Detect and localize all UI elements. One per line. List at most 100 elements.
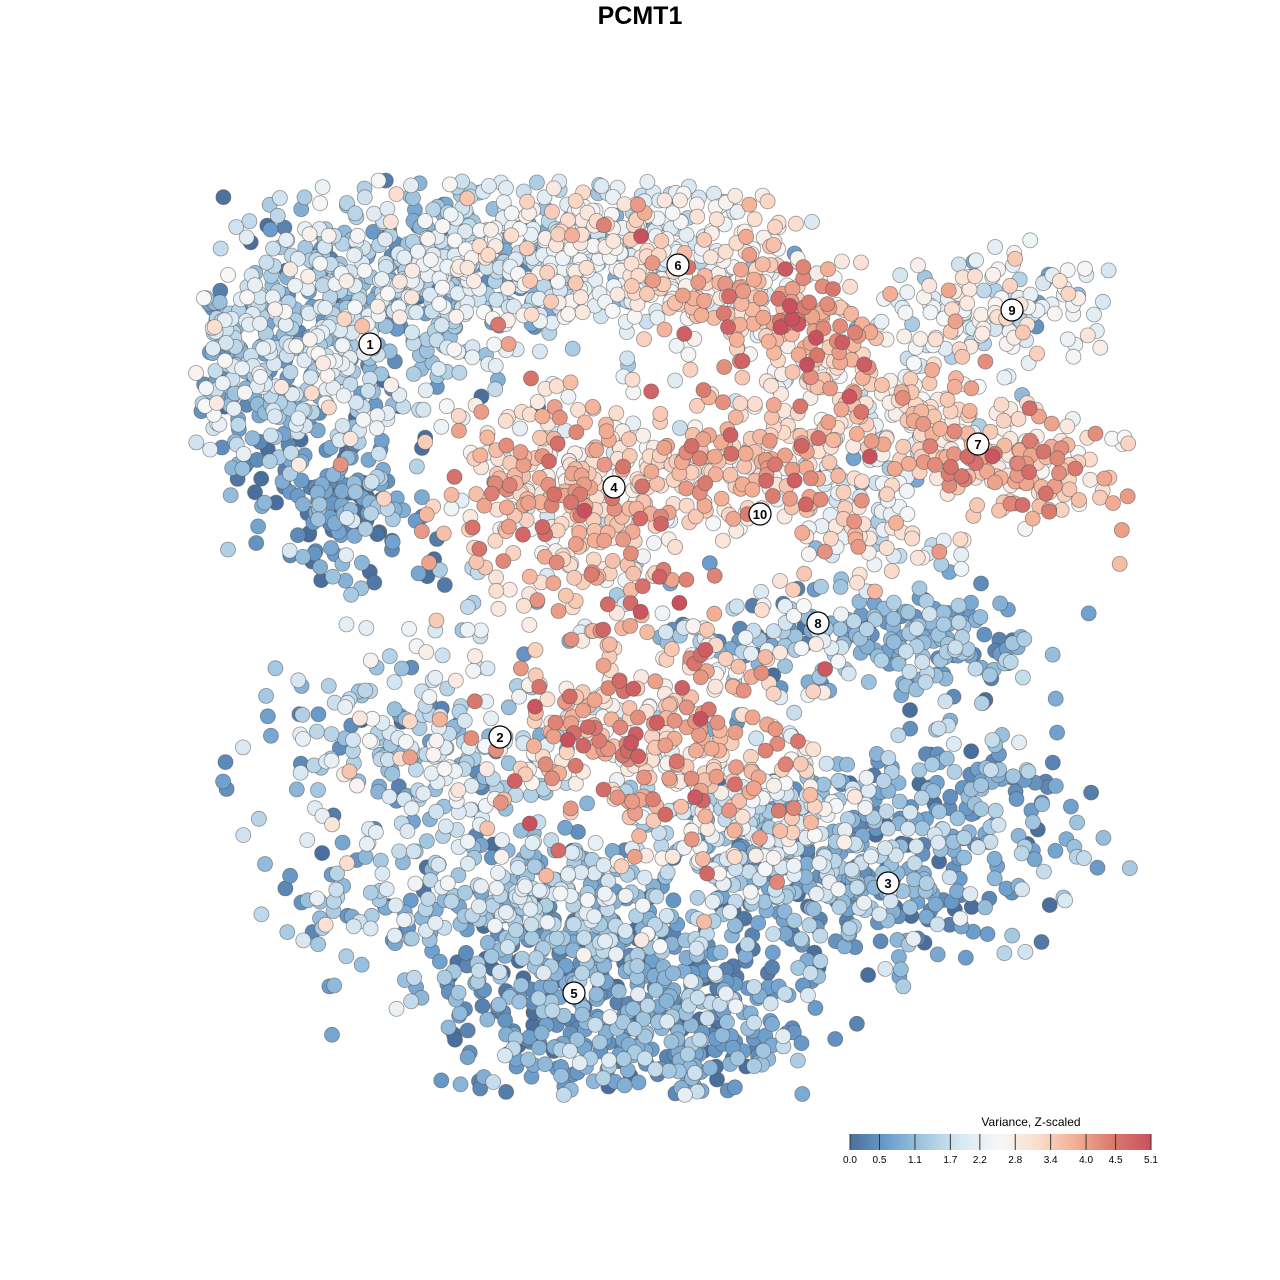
scatter-point	[271, 190, 288, 206]
scatter-point	[882, 893, 899, 910]
scatter-point	[562, 1043, 578, 1059]
scatter-point	[1057, 892, 1073, 909]
scatter-point	[755, 1042, 772, 1059]
scatter-point	[522, 901, 539, 918]
scatter-point	[674, 287, 691, 304]
scatter-point	[615, 531, 631, 548]
scatter-point	[480, 177, 497, 194]
scatter-point	[741, 246, 758, 263]
scatter-point	[765, 236, 782, 253]
scatter-point	[401, 713, 418, 730]
scatter-point	[294, 706, 311, 723]
scatter-point	[519, 240, 535, 257]
scatter-point	[388, 186, 405, 203]
scatter-point	[678, 699, 695, 716]
scatter-point	[930, 720, 947, 737]
scatter-point	[899, 483, 915, 499]
scatter-point	[764, 488, 781, 504]
scatter-point	[817, 661, 833, 677]
scatter-point	[383, 377, 399, 394]
scatter-point	[765, 397, 782, 413]
scatter-point	[500, 280, 517, 297]
scatter-point	[689, 889, 706, 906]
scatter-point	[976, 626, 993, 643]
scatter-point	[630, 986, 646, 1003]
scatter-point	[312, 255, 329, 272]
scatter-point	[746, 271, 762, 288]
scatter-point	[795, 598, 812, 614]
scatter-point	[1005, 768, 1022, 785]
scatter-point	[547, 714, 564, 731]
scatter-point	[718, 985, 734, 1002]
scatter-point	[820, 261, 836, 278]
scatter-point	[604, 553, 621, 569]
scatter-point	[929, 946, 946, 963]
scatter-point	[608, 405, 625, 422]
scatter-point	[902, 702, 918, 718]
scatter-point	[523, 306, 540, 323]
scatter-point	[205, 340, 221, 357]
scatter-point	[362, 884, 379, 901]
scatter-point	[545, 575, 562, 592]
scatter-point	[840, 665, 857, 682]
scatter-point	[834, 253, 850, 270]
scatter-point	[567, 275, 584, 292]
scatter-point	[738, 228, 754, 245]
scatter-point	[723, 445, 740, 462]
scatter-point	[493, 849, 510, 865]
scatter-point	[459, 1022, 476, 1039]
scatter-point	[877, 840, 893, 856]
scatter-point	[766, 777, 782, 794]
cluster-label-text: 6	[674, 258, 681, 273]
scatter-point	[206, 319, 223, 336]
scatter-point	[689, 208, 706, 225]
scatter-point	[714, 1027, 731, 1044]
scatter-point	[511, 993, 528, 1010]
scatter-point	[464, 349, 481, 366]
scatter-point	[545, 728, 562, 745]
scatter-point	[546, 486, 563, 503]
scatter-point	[689, 989, 706, 1006]
scatter-point	[781, 297, 798, 314]
scatter-point	[605, 233, 622, 250]
scatter-point	[625, 565, 642, 582]
scatter-point	[696, 231, 713, 248]
scatter-point	[656, 192, 673, 209]
scatter-point	[215, 189, 232, 206]
scatter-point	[663, 1033, 680, 1050]
scatter-point	[707, 678, 724, 695]
scatter-point	[1022, 232, 1039, 249]
scatter-point	[500, 518, 517, 535]
scatter-point	[225, 400, 242, 417]
scatter-point	[873, 652, 890, 669]
scatter-point	[401, 621, 418, 637]
scatter-point	[794, 1086, 811, 1102]
scatter-point	[510, 860, 526, 876]
scatter-point	[381, 648, 398, 665]
scatter-point	[261, 453, 278, 470]
scatter-point	[637, 1050, 653, 1067]
scatter-point	[314, 179, 331, 196]
scatter-point	[470, 898, 487, 915]
scatter-point	[427, 669, 444, 686]
scatter-point	[769, 874, 785, 890]
scatter-point	[649, 714, 665, 731]
scatter-point	[699, 1010, 716, 1027]
scatter-point	[727, 187, 744, 204]
scatter-point	[753, 665, 770, 681]
scatter-point	[236, 384, 253, 401]
scatter-point	[347, 484, 364, 500]
scatter-point	[393, 660, 410, 677]
scatter-point	[1051, 273, 1068, 289]
scatter-point	[753, 602, 770, 618]
scatter-point	[1060, 285, 1077, 302]
scatter-point	[1015, 669, 1031, 686]
scatter-point	[535, 965, 552, 981]
scatter-point	[596, 885, 613, 902]
scatter-point	[836, 834, 853, 851]
scatter-point	[692, 669, 709, 686]
cluster-label-text: 3	[884, 876, 891, 891]
scatter-point	[765, 850, 782, 866]
scatter-point	[908, 620, 925, 637]
scatter-point	[282, 867, 299, 884]
